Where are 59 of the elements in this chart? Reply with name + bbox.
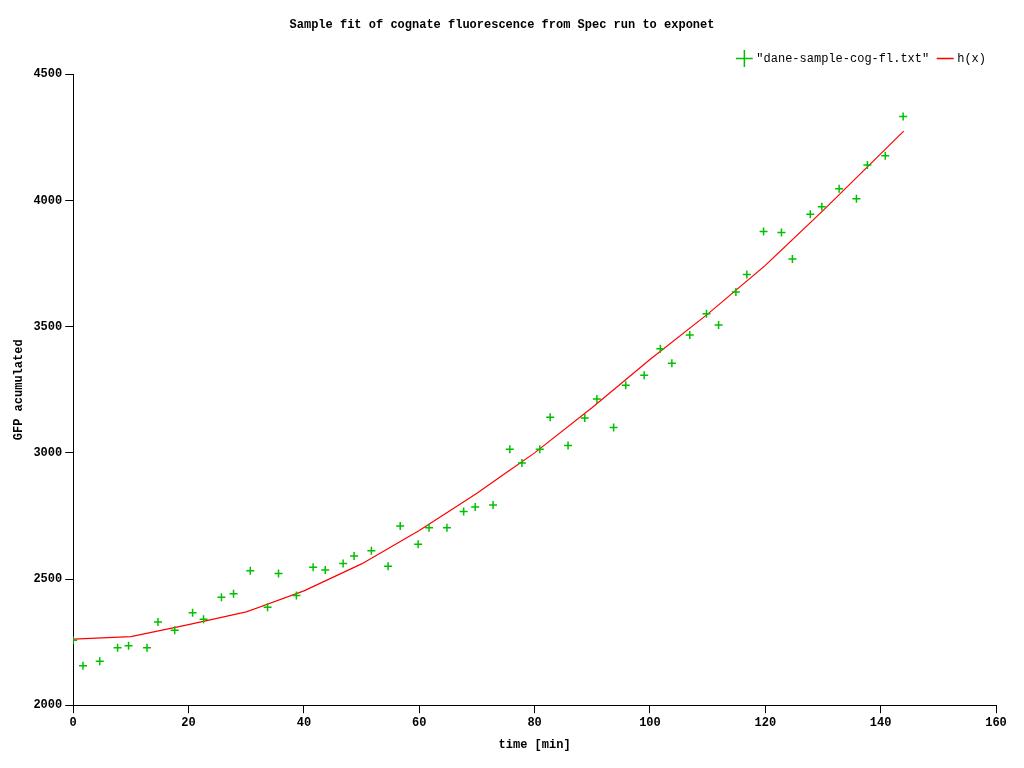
point [366, 546, 377, 556]
point [470, 502, 480, 512]
point [383, 561, 393, 571]
point [592, 394, 602, 404]
point [862, 160, 873, 170]
point [517, 458, 527, 468]
point [580, 413, 590, 423]
y-tick-label: 2000 [33, 698, 63, 713]
x-tick-label: 80 [527, 716, 542, 731]
point [639, 370, 649, 380]
point [424, 523, 434, 533]
point [805, 209, 816, 219]
x-tick-label: 100 [639, 716, 661, 731]
point [817, 202, 827, 212]
point [851, 194, 862, 204]
point [78, 661, 88, 671]
point [701, 309, 712, 319]
point [320, 565, 330, 575]
x-tick-label: 160 [985, 716, 1007, 731]
point [898, 111, 908, 122]
point [535, 444, 545, 455]
point [545, 412, 555, 423]
x-tick-label: 40 [296, 716, 312, 731]
point [563, 440, 573, 451]
point [413, 539, 423, 549]
y-tick-label: 2500 [33, 572, 63, 587]
point [395, 521, 405, 531]
y-tick-label: 4000 [33, 193, 63, 208]
point [216, 592, 227, 602]
y-tick-label: 4500 [33, 67, 63, 82]
x-tick-label: 140 [869, 716, 892, 731]
point [787, 254, 798, 264]
chart-title: Sample fit of cognate fluorescence from Spec run to exponet [289, 18, 715, 33]
point [349, 551, 359, 561]
point [742, 269, 752, 280]
point [713, 320, 724, 330]
x-tick-label: 60 [412, 716, 427, 731]
y-axis-title: GFP acumulated [12, 339, 27, 441]
legend-label: "dane-sample-cog-fl.txt" [756, 51, 930, 66]
point [198, 614, 209, 624]
point [442, 523, 452, 533]
y-tick-label: 3500 [33, 319, 63, 334]
legend-label: h(x) [957, 51, 987, 66]
point [308, 562, 318, 572]
point [505, 444, 515, 455]
point [142, 642, 152, 653]
point [834, 183, 844, 194]
y-tick-label: 3000 [33, 445, 63, 460]
x-tick-label: 20 [181, 716, 196, 731]
x-axis-title: time [min] [498, 737, 571, 752]
point [685, 330, 695, 340]
x-tick-label: 0 [69, 716, 77, 731]
point [187, 608, 198, 618]
point [488, 500, 498, 510]
point [731, 287, 741, 297]
point [153, 617, 163, 627]
point [338, 558, 348, 569]
x-tick-label: 120 [754, 716, 777, 731]
point [667, 358, 677, 369]
